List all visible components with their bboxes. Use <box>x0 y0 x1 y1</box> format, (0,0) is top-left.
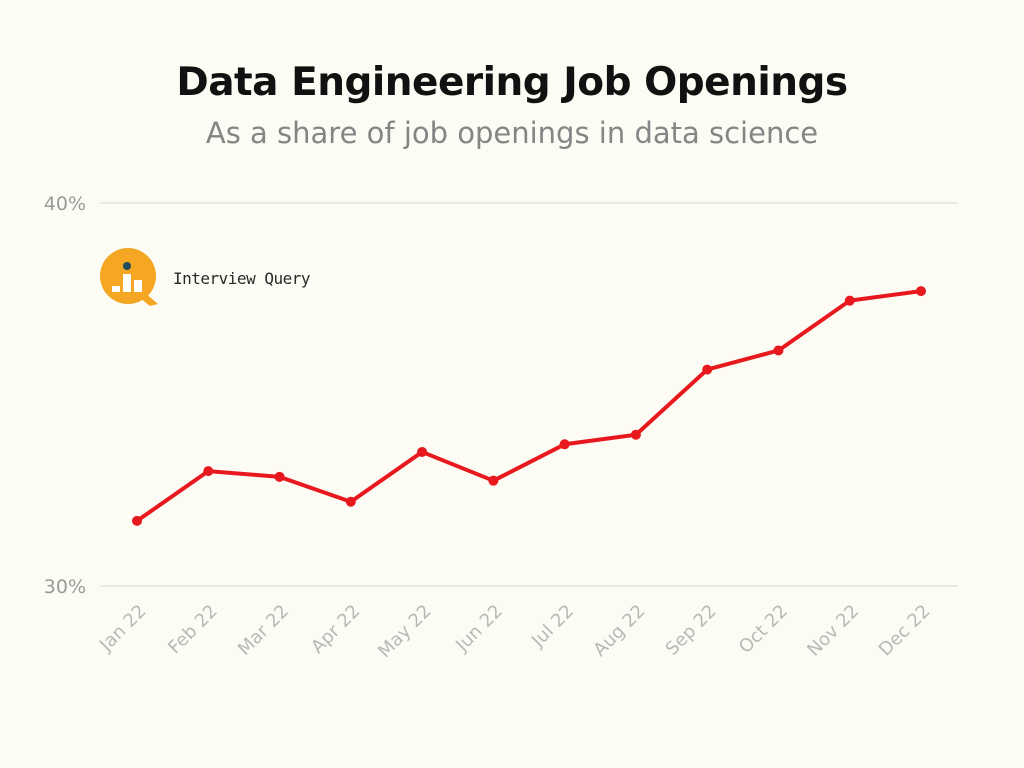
interview-query-logo-icon <box>100 248 160 308</box>
x-tick-label: Aug 22 <box>589 601 649 661</box>
x-tick-label: Mar 22 <box>234 601 293 660</box>
chart-subtitle: As a share of job openings in data scien… <box>205 116 819 150</box>
y-tick-label: 30% <box>44 576 86 598</box>
x-tick-label: May 22 <box>374 601 435 662</box>
chart-title: Data Engineering Job Openings <box>176 60 848 105</box>
brand-logo: Interview Query <box>100 248 311 308</box>
x-tick-label: Sep 22 <box>662 601 721 660</box>
x-tick-label: Jan 22 <box>95 601 150 656</box>
data-point <box>916 286 926 297</box>
data-point <box>630 429 641 440</box>
y-tick-label: 40% <box>44 193 86 215</box>
data-point <box>203 466 214 477</box>
x-tick-label: Nov 22 <box>803 601 863 661</box>
data-point <box>488 475 499 486</box>
data-point <box>274 471 285 482</box>
series-line <box>135 289 923 523</box>
data-point <box>559 439 570 450</box>
data-point <box>417 446 428 457</box>
x-tick-label: Oct 22 <box>735 601 792 658</box>
data-point <box>844 295 855 306</box>
data-point <box>702 364 713 375</box>
x-tick-label: Jul 22 <box>527 601 578 652</box>
x-tick-label: Apr 22 <box>307 601 364 658</box>
brand-name: Interview Query <box>173 268 311 288</box>
data-point <box>345 496 356 507</box>
x-tick-label: Jun 22 <box>451 601 507 657</box>
data-point <box>773 345 784 356</box>
data-point <box>132 515 142 526</box>
x-tick-label: Feb 22 <box>164 601 222 659</box>
x-tick-label: Dec 22 <box>875 601 935 661</box>
